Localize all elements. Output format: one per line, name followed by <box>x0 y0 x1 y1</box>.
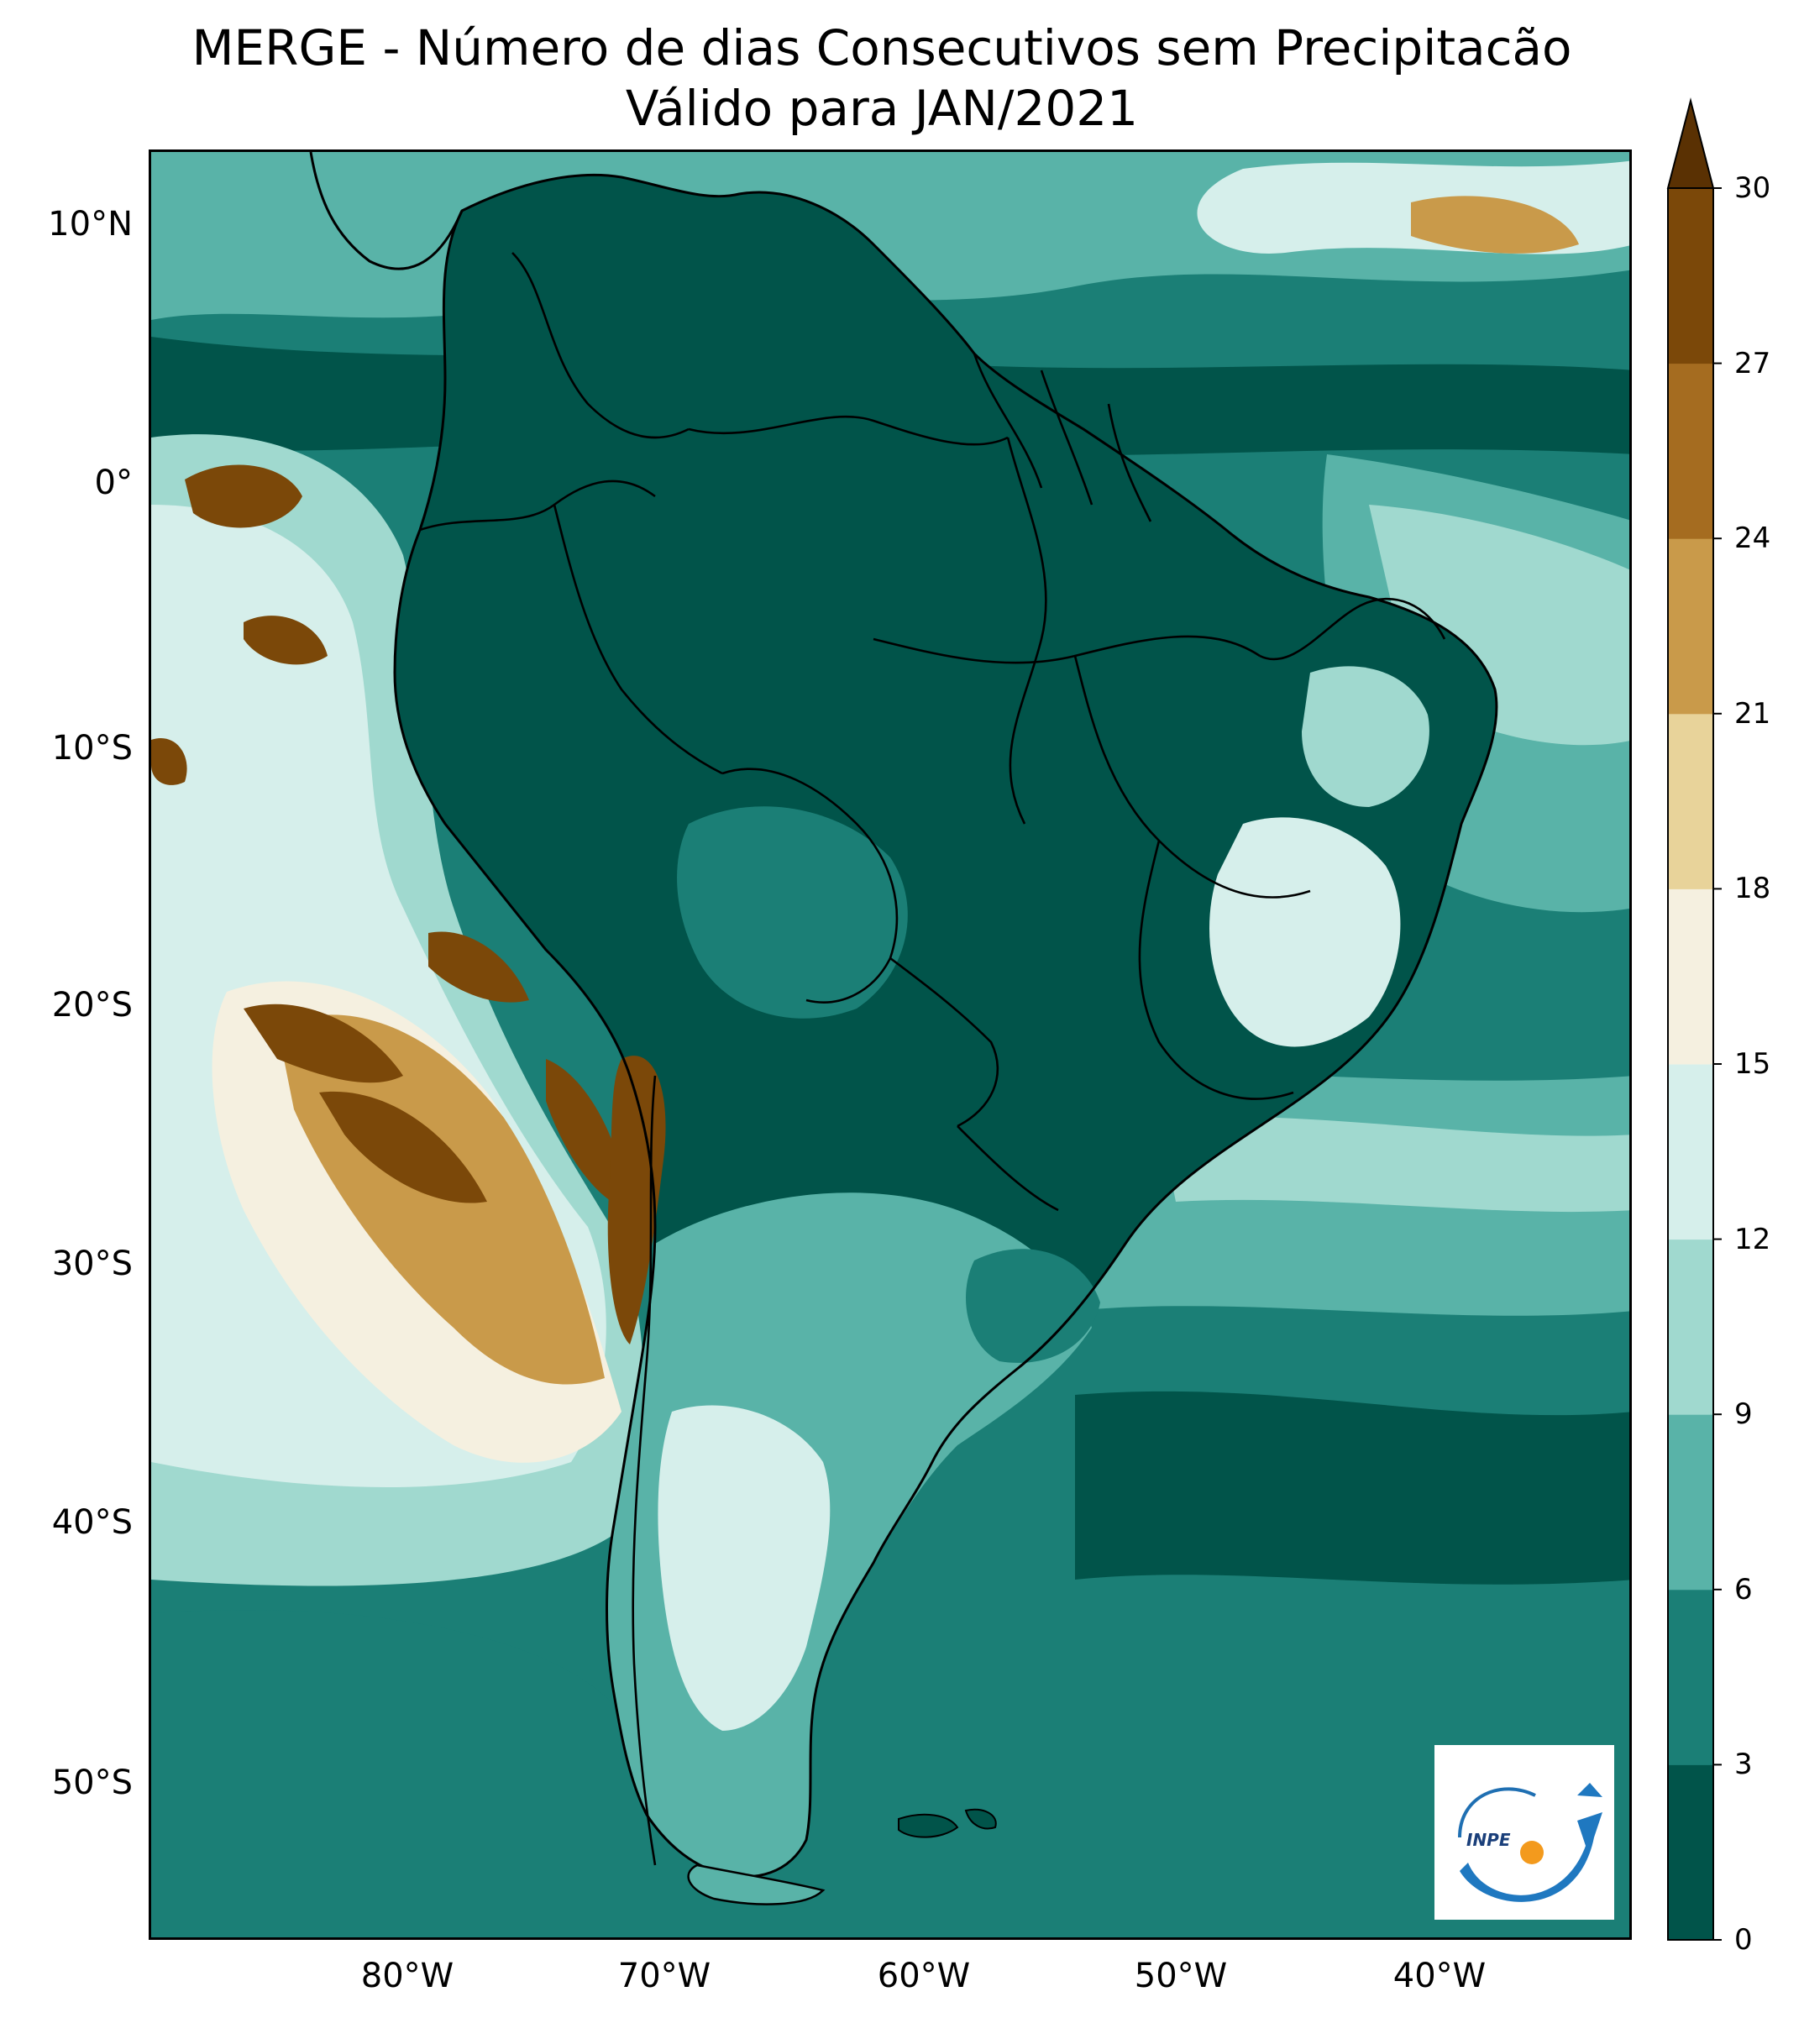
border-brazil-north <box>688 415 1009 446</box>
colorbar-tick-label: 12 <box>1734 1222 1771 1256</box>
colorbar <box>1666 97 1722 1941</box>
atlantic-tan-patch <box>1411 196 1579 254</box>
lon-tick-label: 80°W <box>360 1957 454 1995</box>
inpe-logo-icon: INPE <box>1458 1783 1602 1902</box>
lat-tick-label: 30°S <box>51 1245 133 1283</box>
colorbar-segment <box>1668 1414 1713 1591</box>
colorbar-segment <box>1668 538 1713 715</box>
land-patagonia-pale <box>658 1405 831 1731</box>
lat-tick-label: 10°S <box>51 729 133 768</box>
colorbar-extend-arrow <box>1666 97 1715 189</box>
colorbar-segment <box>1668 713 1713 889</box>
colorbar-tick-label: 21 <box>1734 696 1771 731</box>
map-subtitle: Válido para JAN/2021 <box>625 80 1139 137</box>
lat-tick-label: 40°S <box>51 1503 133 1542</box>
colorbar-tick-label: 15 <box>1734 1047 1771 1081</box>
country-borders <box>419 252 1446 1866</box>
colorbar-segment <box>1668 363 1713 539</box>
border-peru-brazil <box>553 504 723 775</box>
pacific-deep-south <box>151 1610 621 1937</box>
border-brazil-states-5 <box>1259 597 1446 661</box>
tierra-del-fuego <box>687 1863 826 1905</box>
colorbar-tick-label: 30 <box>1734 171 1771 205</box>
border-guianas <box>973 353 1152 522</box>
lat-tick-label: 20°S <box>51 986 133 1025</box>
lat-tick-label: 50°S <box>51 1764 133 1802</box>
colorbar-segments <box>1666 97 1715 1941</box>
border-brazil-states-3 <box>1073 655 1311 899</box>
lon-tick-label: 70°W <box>617 1957 711 1995</box>
land-central-medium <box>677 806 908 1019</box>
colorbar-ticks <box>1713 187 1722 1941</box>
colorbar-tick-label: 0 <box>1734 1923 1753 1957</box>
pacific-brown-streaks <box>244 931 630 1210</box>
central-america-coast <box>309 152 464 270</box>
inpe-logo-text: INPE <box>1466 1830 1511 1850</box>
colorbar-tick-label: 18 <box>1734 872 1771 906</box>
colorbar-tick-label: 3 <box>1734 1748 1753 1782</box>
map-panel <box>149 149 1632 1940</box>
land-southeast-brazil-light <box>1209 817 1401 1047</box>
colorbar-segment <box>1668 1239 1713 1415</box>
lon-tick-label: 60°W <box>877 1957 971 1995</box>
colorbar-tick-label: 6 <box>1734 1572 1753 1606</box>
inpe-logo: INPE <box>1434 1745 1614 1920</box>
falkland-islands <box>898 1808 997 1838</box>
colorbar-segment <box>1668 188 1713 364</box>
border-brazil-states-4 <box>1138 840 1294 1100</box>
colorbar-segment <box>1668 888 1713 1065</box>
map-canvas <box>151 152 1629 1937</box>
colorbar-segment <box>1668 1064 1713 1240</box>
border-brazil-states-1 <box>1006 437 1047 825</box>
border-bolivia <box>721 768 899 1004</box>
colorbar-tick-label: 27 <box>1734 346 1771 380</box>
lon-tick-label: 40°W <box>1392 1957 1487 1995</box>
lon-tick-label: 50°W <box>1134 1957 1228 1995</box>
border-argentina-brazil <box>957 1125 1059 1212</box>
colorbar-tick-label: 9 <box>1734 1397 1753 1432</box>
border-argentina-chile <box>632 1075 657 1866</box>
atlantic-dark-south <box>1075 1391 1629 1585</box>
land-uruguay-region <box>966 1249 1100 1363</box>
border-paraguay <box>889 956 999 1128</box>
pacific-brown-spots-north <box>151 464 328 785</box>
coastline <box>393 173 1498 1879</box>
atlantic-pale-streak <box>1159 1116 1629 1213</box>
border-venezuela-colombia <box>511 252 690 439</box>
lat-tick-label: 0° <box>94 464 133 502</box>
colorbar-segment <box>1668 1764 1713 1941</box>
lat-tick-label: 10°N <box>48 205 133 244</box>
land-northeast-brazil-light <box>1302 666 1429 807</box>
map-title: MERGE - Número de dias Consecutivos sem … <box>191 19 1572 76</box>
colorbar-segment <box>1668 1589 1713 1765</box>
colorbar-tick-label: 24 <box>1734 521 1771 556</box>
